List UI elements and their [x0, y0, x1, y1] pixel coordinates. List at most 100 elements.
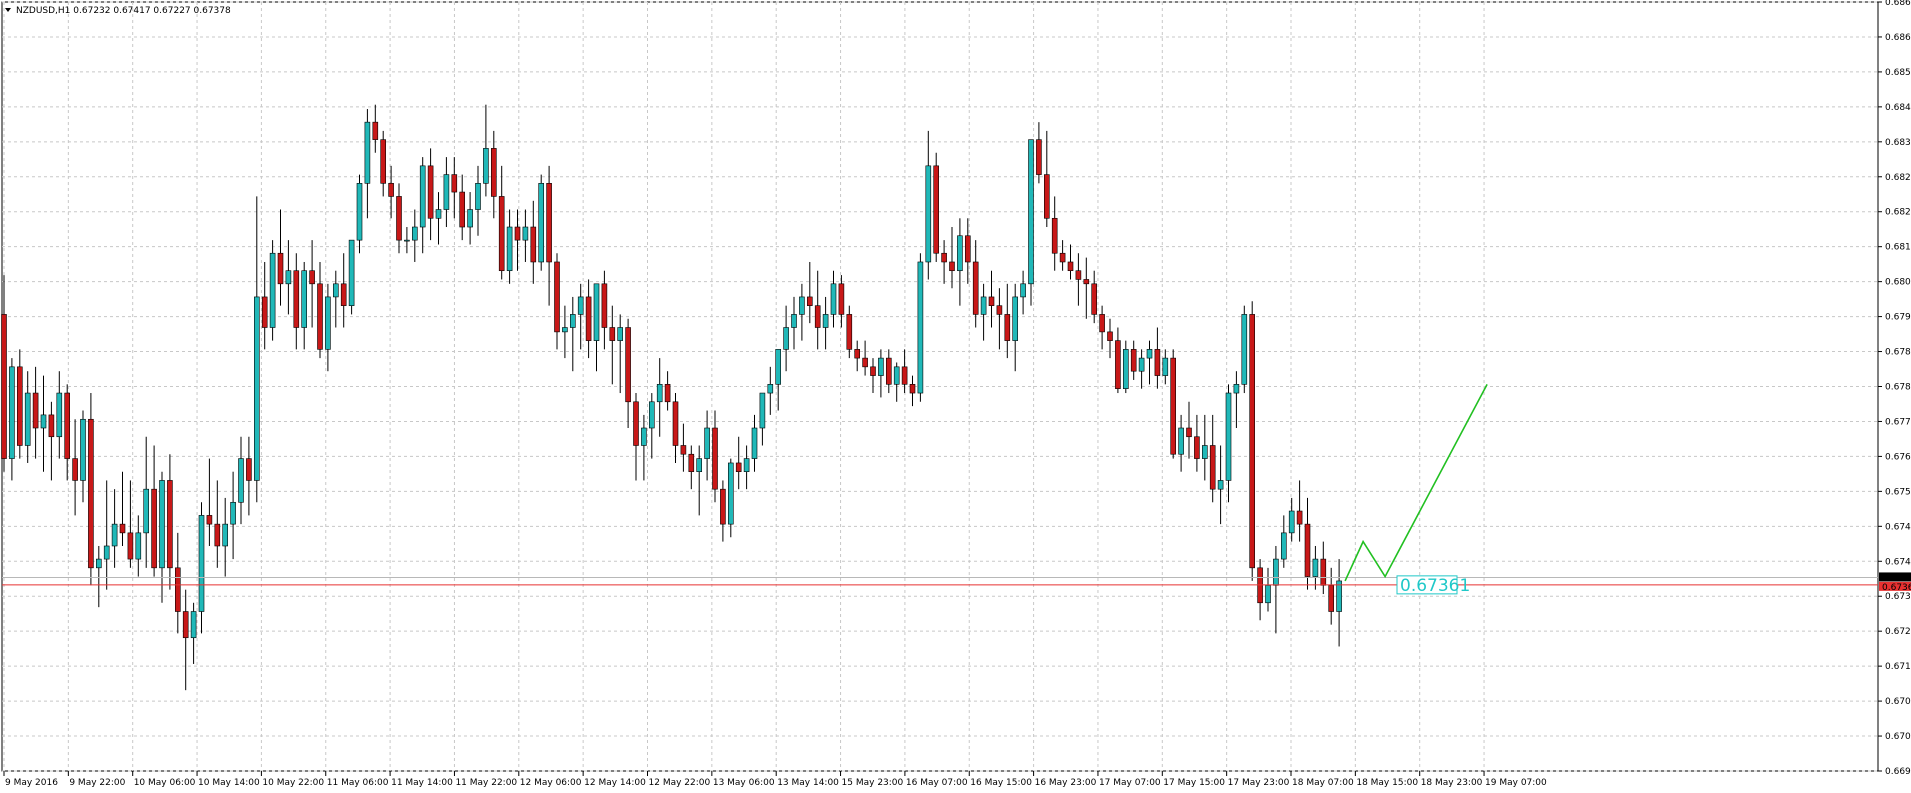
candle	[1059, 240, 1066, 271]
candle	[1178, 414, 1184, 472]
time-tick-label: 18 May 15:00	[1356, 778, 1418, 788]
time-tick-label: 15 May 23:00	[842, 778, 904, 788]
candle	[988, 270, 995, 328]
bull-candle-body	[1162, 357, 1169, 376]
bull-candle-body	[980, 296, 987, 315]
bear-candle-body	[933, 165, 940, 254]
bull-candle-body	[269, 252, 276, 328]
bear-candle-body	[1075, 270, 1082, 280]
bear-candle-body	[1249, 314, 1255, 569]
candle	[348, 239, 355, 315]
candle	[483, 104, 489, 197]
bull-candle-body	[893, 366, 900, 385]
candle	[901, 349, 908, 394]
candle	[775, 349, 782, 411]
candle	[538, 174, 545, 271]
bear-candle-body	[601, 283, 608, 328]
candle	[1020, 270, 1026, 315]
candle	[680, 423, 687, 472]
bear-candle-body	[735, 462, 742, 473]
bear-candle-body	[396, 196, 402, 241]
bull-candle-body	[1123, 349, 1129, 389]
candle	[467, 192, 473, 245]
candle	[443, 157, 450, 228]
time-tick-label: 17 May 23:00	[1228, 778, 1290, 788]
candle	[577, 283, 584, 350]
candle	[964, 218, 971, 284]
price-tick-label: 0.67015	[1885, 732, 1911, 742]
bear-candle-body	[806, 296, 813, 306]
bear-candle-body	[530, 226, 537, 263]
candle	[372, 104, 379, 153]
bear-candle-body	[48, 414, 55, 438]
bear-candle-body	[546, 183, 552, 263]
bear-candle-body	[246, 458, 252, 481]
bull-candle-body	[791, 314, 797, 328]
bull-candle-body	[467, 209, 473, 228]
candle	[9, 358, 15, 481]
candle	[88, 393, 94, 586]
bull-candle-body	[103, 545, 110, 560]
bear-candle-body	[1304, 523, 1311, 577]
candle	[1288, 497, 1295, 542]
bear-candle-body	[64, 392, 70, 459]
price-label-box[interactable]	[1396, 575, 1458, 595]
price-axis[interactable]: 0.68695 0.68615 0.68535 0.68455 0.68375 0.682…	[1878, 0, 1911, 777]
candle	[238, 436, 244, 525]
candle	[198, 502, 205, 634]
bull-candle-body	[538, 183, 545, 263]
ask-price-tag	[1879, 572, 1911, 582]
candle	[498, 165, 505, 280]
candle	[1075, 253, 1082, 306]
candle	[1241, 305, 1248, 394]
candle	[1312, 545, 1319, 590]
candle	[404, 227, 410, 254]
bear-candle-body	[206, 515, 213, 525]
bear-candle-body	[625, 327, 631, 403]
bear-candle-body	[862, 357, 868, 368]
candle	[24, 371, 31, 463]
bull-candle-body	[411, 226, 418, 241]
time-axis[interactable]: 9 May 2016 9 May 22:00 10 May 06:00 10 May …	[3, 771, 1547, 788]
candle	[1249, 301, 1255, 581]
dropdown-triangle-icon[interactable]	[5, 8, 11, 12]
candle	[1004, 283, 1011, 359]
candle	[151, 445, 157, 577]
bull-candle-body	[254, 296, 260, 481]
candle	[783, 305, 789, 372]
candle	[506, 209, 513, 284]
price-tick-label: 0.66935	[1885, 767, 1911, 777]
time-tick-label: 10 May 06:00	[134, 778, 196, 788]
bear-candle-body	[633, 401, 639, 446]
candle	[1130, 340, 1137, 380]
candle	[119, 471, 126, 546]
time-tick-label: 16 May 23:00	[1035, 778, 1097, 788]
bull-candle-body	[767, 384, 774, 394]
bull-candle-body	[751, 427, 758, 459]
bear-candle-body	[16, 366, 23, 446]
price-tick-label: 0.68695	[1885, 0, 1911, 8]
bear-candle-body	[277, 252, 284, 285]
candle	[32, 366, 39, 459]
time-tick-label: 11 May 22:00	[455, 778, 517, 788]
candle	[743, 445, 750, 490]
candle	[388, 165, 394, 219]
candle	[893, 362, 900, 402]
grid	[2, 1, 1878, 772]
price-tick-label: 0.68135	[1885, 243, 1911, 253]
candle	[546, 165, 552, 306]
projection-line[interactable]	[1344, 383, 1488, 582]
price-tick-label: 0.67095	[1885, 697, 1911, 707]
candle	[222, 497, 228, 577]
bear-candle-body	[720, 488, 726, 525]
bear-candle-body	[1091, 283, 1097, 315]
candle	[1162, 349, 1169, 385]
bear-candle-body	[1067, 261, 1074, 272]
bear-candle-body	[814, 305, 821, 328]
bear-candle-body	[680, 445, 687, 455]
time-tick-label: 9 May 22:00	[69, 778, 125, 788]
candle	[1194, 414, 1200, 472]
candle	[1, 275, 7, 472]
